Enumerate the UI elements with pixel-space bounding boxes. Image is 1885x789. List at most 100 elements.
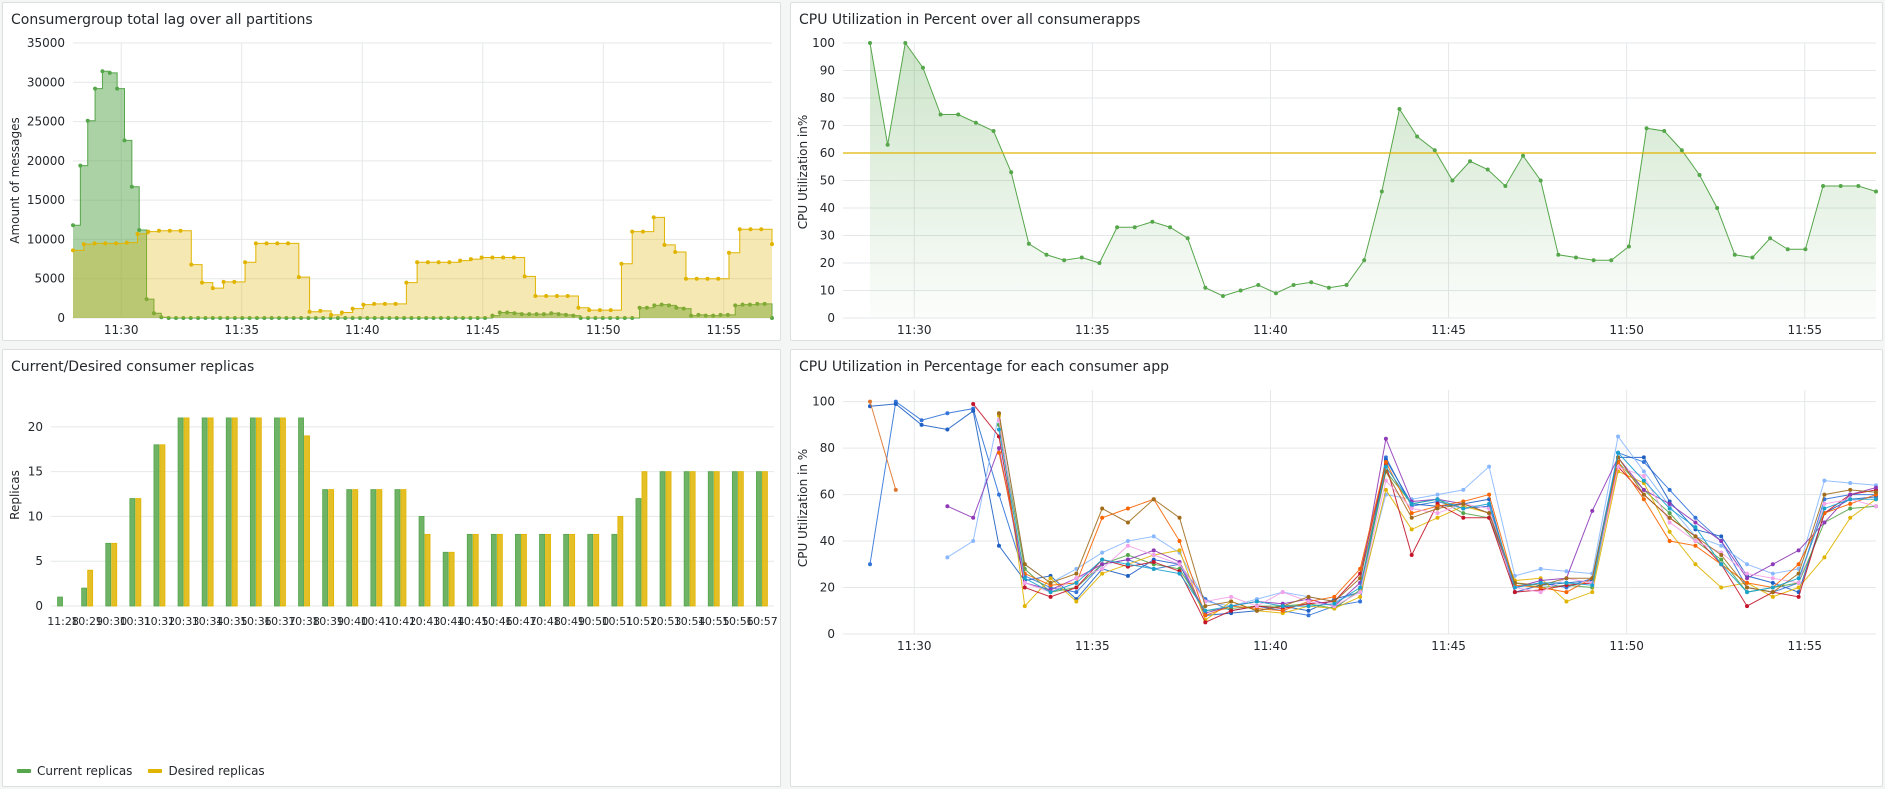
data-point-1 — [114, 241, 119, 246]
legend-item-current[interactable]: Current replicas — [17, 764, 132, 778]
x-tick-label: 11:40 — [345, 323, 380, 337]
x-tick-label: 10:41 — [360, 615, 392, 628]
data-point-10 — [1306, 594, 1311, 599]
y-tick-label: 100 — [812, 395, 835, 409]
data-point-3 — [1487, 464, 1492, 469]
data-point-0 — [100, 69, 105, 74]
data-point-1 — [135, 231, 140, 236]
data-point — [1768, 236, 1773, 241]
bar-current — [153, 444, 160, 607]
data-point-1 — [683, 276, 688, 281]
data-point-6 — [1461, 515, 1466, 520]
bar-current — [466, 533, 473, 607]
data-point-7 — [1719, 539, 1724, 544]
data-point-0 — [299, 316, 304, 320]
x-tick-label: 10:49 — [553, 615, 585, 628]
bar-current — [201, 417, 208, 607]
y-tick-label: 20000 — [27, 154, 65, 168]
data-point-1 — [651, 215, 656, 220]
chart-cpu-per-app: 0 20 40 60 80 100 CPU Utilization in % 11:30 11:… — [796, 390, 1878, 653]
data-point-7 — [1693, 520, 1698, 525]
data-point — [1785, 247, 1790, 252]
bar-current — [563, 533, 570, 607]
legend-item-desired[interactable]: Desired replicas — [148, 764, 265, 778]
data-point-1 — [640, 229, 645, 234]
data-point-0 — [644, 305, 649, 310]
data-point-1 — [694, 276, 699, 281]
data-point-11 — [1151, 566, 1156, 571]
data-point — [1609, 258, 1614, 263]
y-tick-label: 40 — [820, 534, 835, 548]
data-point-8 — [1125, 506, 1130, 511]
data-point-1 — [748, 227, 753, 232]
data-point-0 — [284, 316, 289, 320]
data-point-7 — [1848, 492, 1853, 497]
x-tick-label: 10:34 — [192, 615, 224, 628]
data-point-0 — [85, 118, 90, 123]
data-point-1 — [971, 408, 976, 413]
data-point-10 — [1848, 487, 1853, 492]
data-point-1 — [630, 229, 635, 234]
data-point-0 — [218, 316, 223, 320]
data-point-4 — [1125, 552, 1130, 557]
y-tick-label: 0 — [827, 627, 835, 641]
y-axis-label: Replicas — [8, 470, 22, 520]
data-point-8 — [1487, 492, 1492, 497]
x-tick-label: 11:28 — [47, 615, 79, 628]
data-point-0 — [868, 562, 872, 567]
data-point-1 — [576, 305, 581, 310]
data-point — [1450, 178, 1455, 183]
data-point-11 — [1461, 506, 1466, 511]
series-line-8 — [998, 452, 1877, 617]
data-point-0 — [446, 316, 451, 320]
data-point-8 — [1383, 460, 1388, 465]
bar-desired — [569, 533, 576, 607]
data-point-1 — [146, 229, 151, 234]
data-point-1 — [716, 276, 721, 281]
data-point-8 — [1641, 497, 1646, 502]
data-point-0 — [306, 316, 311, 320]
data-point-1 — [382, 301, 387, 306]
data-point-0 — [622, 316, 627, 320]
x-tick-label: 10:40 — [336, 615, 368, 628]
data-point — [973, 120, 978, 125]
data-point-0 — [630, 316, 635, 320]
x-tick-label: 10:37 — [264, 615, 296, 628]
data-point-11 — [1616, 450, 1621, 455]
y-axis-label: CPU Utilization in% — [796, 115, 810, 230]
y-tick-label: 35000 — [27, 36, 65, 50]
data-point — [1026, 241, 1031, 246]
bar-desired — [737, 471, 744, 607]
data-point-0 — [210, 316, 215, 320]
data-point-5 — [1022, 604, 1027, 609]
data-point — [920, 65, 925, 70]
data-point-0 — [755, 301, 760, 306]
data-point-8 — [1332, 594, 1337, 599]
data-point-0 — [527, 312, 532, 317]
x-tick-label: 11:35 — [1075, 323, 1110, 337]
data-point-5 — [1848, 515, 1853, 520]
y-tick-label: 5000 — [34, 272, 65, 286]
data-point-10 — [1874, 490, 1878, 495]
x-tick-label: 10:57 — [746, 615, 778, 628]
y-tick-label: 15 — [28, 465, 43, 479]
data-point — [903, 41, 908, 45]
bar-desired — [689, 471, 696, 607]
panel-replicas: Current/Desired consumer replicas 0 5 10 15… — [2, 349, 781, 787]
data-point-0 — [711, 313, 716, 318]
data-point-11 — [1538, 580, 1543, 585]
data-point — [1185, 236, 1190, 241]
y-tick-label: 30000 — [27, 75, 65, 89]
series-line-2 — [869, 401, 897, 491]
data-point-3 — [945, 555, 950, 560]
data-point-0 — [534, 312, 539, 317]
bar-current — [274, 417, 280, 607]
data-point-1 — [167, 228, 172, 233]
data-point-1 — [339, 310, 344, 315]
data-point-1 — [221, 279, 226, 284]
x-tick-label: 11:45 — [1431, 639, 1466, 653]
data-point-11 — [1822, 506, 1827, 511]
data-point-7 — [1151, 548, 1156, 553]
data-point-0 — [313, 316, 318, 320]
data-point-7 — [1745, 576, 1750, 581]
